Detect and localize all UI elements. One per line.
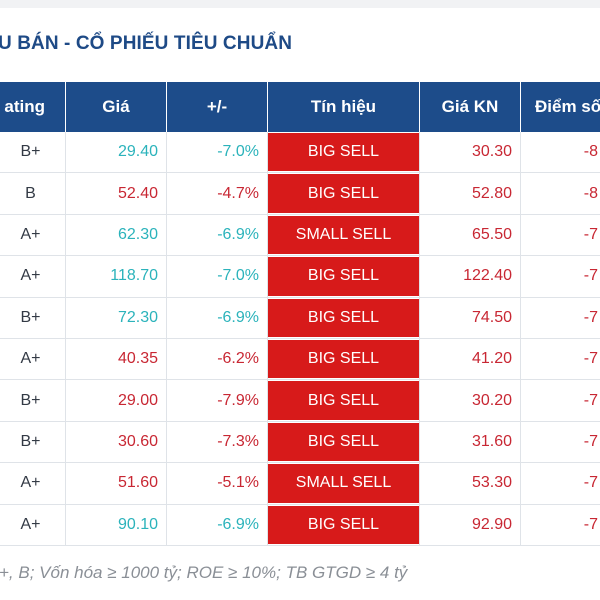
rating-cell: B+ bbox=[0, 297, 66, 338]
table-row[interactable]: B+ 30.60 -7.3% BIG SELL 31.60 -7 bbox=[0, 421, 600, 464]
signal-badge: BIG SELL bbox=[268, 505, 419, 544]
score-cell: -8 bbox=[583, 143, 598, 161]
signal-badge: SMALL SELL bbox=[268, 464, 419, 503]
price-cell: 52.40 bbox=[66, 173, 167, 214]
signal-cell: BIG SELL bbox=[268, 297, 420, 338]
resistance-cell: 31.60 bbox=[420, 421, 521, 463]
top-strip bbox=[0, 0, 600, 8]
resistance-cell: 41.20 bbox=[420, 338, 521, 380]
header-price[interactable]: Giá bbox=[66, 82, 167, 132]
price-cell: 29.40 bbox=[66, 132, 167, 173]
change-cell: -6.2% bbox=[167, 338, 268, 380]
change-cell: -6.9% bbox=[167, 214, 268, 256]
price-cell: 30.60 bbox=[66, 421, 167, 463]
score-cell: -7 bbox=[583, 432, 598, 450]
price-cell: 118.70 bbox=[66, 256, 167, 297]
change-cell: -7.0% bbox=[167, 256, 268, 297]
table-row[interactable]: B+ 29.40 -7.0% BIG SELL 30.30 -8 bbox=[0, 132, 600, 174]
price-cell: 29.00 bbox=[66, 380, 167, 421]
header-score[interactable]: Điểm số bbox=[535, 97, 600, 116]
resistance-cell: 74.50 bbox=[420, 297, 521, 338]
resistance-cell: 52.80 bbox=[420, 173, 521, 214]
price-cell: 51.60 bbox=[66, 463, 167, 504]
header-resistance-price[interactable]: Giá KN bbox=[420, 82, 521, 132]
rating-cell: A+ bbox=[0, 256, 66, 297]
table-row[interactable]: A+ 118.70 -7.0% BIG SELL 122.40 -7 bbox=[0, 256, 600, 298]
score-cell: -7 bbox=[583, 391, 598, 409]
score-cell: -8 bbox=[583, 184, 598, 202]
signal-badge: SMALL SELL bbox=[268, 215, 419, 255]
price-cell: 72.30 bbox=[66, 297, 167, 338]
resistance-cell: 92.90 bbox=[420, 504, 521, 545]
score-cell: -7 bbox=[583, 308, 598, 326]
table-row[interactable]: A+ 51.60 -5.1% SMALL SELL 53.30 -7 bbox=[0, 463, 600, 505]
signal-badge: BIG SELL bbox=[268, 339, 419, 379]
price-cell: 90.10 bbox=[66, 504, 167, 545]
signal-badge: BIG SELL bbox=[268, 422, 419, 462]
score-cell: -7 bbox=[583, 515, 598, 533]
signal-cell: BIG SELL bbox=[268, 173, 420, 214]
change-cell: -7.9% bbox=[167, 380, 268, 421]
change-cell: -6.9% bbox=[167, 297, 268, 338]
rating-cell: A+ bbox=[0, 463, 66, 504]
stock-table: ating Giá +/- Tín hiệu Giá KN Điểm số B+… bbox=[0, 82, 600, 546]
signal-cell: SMALL SELL bbox=[268, 463, 420, 504]
rating-cell: B+ bbox=[0, 380, 66, 421]
resistance-cell: 30.30 bbox=[420, 132, 521, 173]
table-row[interactable]: A+ 90.10 -6.9% BIG SELL 92.90 -7 bbox=[0, 504, 600, 546]
signal-badge: BIG SELL bbox=[268, 381, 419, 420]
header-change[interactable]: +/- bbox=[167, 82, 268, 132]
resistance-cell: 65.50 bbox=[420, 214, 521, 256]
rating-cell: A+ bbox=[0, 504, 66, 545]
table-body: B+ 29.40 -7.0% BIG SELL 30.30 -8 B 52.40 -4.7% B… bbox=[0, 132, 600, 546]
resistance-cell: 53.30 bbox=[420, 463, 521, 504]
signal-cell: BIG SELL bbox=[268, 504, 420, 545]
change-cell: -7.0% bbox=[167, 132, 268, 173]
score-cell: -7 bbox=[583, 225, 598, 243]
signal-cell: BIG SELL bbox=[268, 421, 420, 463]
table-row[interactable]: A+ 40.35 -6.2% BIG SELL 41.20 -7 bbox=[0, 338, 600, 381]
signal-cell: BIG SELL bbox=[268, 256, 420, 297]
signal-cell: BIG SELL bbox=[268, 380, 420, 421]
resistance-cell: 30.20 bbox=[420, 380, 521, 421]
rating-cell: B+ bbox=[0, 421, 66, 463]
score-cell: -7 bbox=[583, 267, 598, 285]
change-cell: -7.3% bbox=[167, 421, 268, 463]
resistance-cell: 122.40 bbox=[420, 256, 521, 297]
table-row[interactable]: B+ 29.00 -7.9% BIG SELL 30.20 -7 bbox=[0, 380, 600, 422]
price-cell: 40.35 bbox=[66, 338, 167, 380]
score-cell: -7 bbox=[583, 350, 598, 368]
rating-cell: A+ bbox=[0, 338, 66, 380]
header-signal[interactable]: Tín hiệu bbox=[268, 82, 420, 132]
table-row[interactable]: A+ 62.30 -6.9% SMALL SELL 65.50 -7 bbox=[0, 214, 600, 257]
signal-cell: SMALL SELL bbox=[268, 214, 420, 256]
change-cell: -4.7% bbox=[167, 173, 268, 214]
header-rating[interactable]: ating bbox=[0, 82, 66, 132]
signal-badge: BIG SELL bbox=[268, 257, 419, 296]
page-title: U BÁN - CỔ PHIẾU TIÊU CHUẨN bbox=[0, 33, 293, 54]
signal-badge: BIG SELL bbox=[268, 174, 419, 213]
table-row[interactable]: B 52.40 -4.7% BIG SELL 52.80 -8 bbox=[0, 173, 600, 215]
score-cell: -7 bbox=[583, 474, 598, 492]
rating-cell: B+ bbox=[0, 132, 66, 173]
table-row[interactable]: B+ 72.30 -6.9% BIG SELL 74.50 -7 bbox=[0, 297, 600, 339]
signal-cell: BIG SELL bbox=[268, 338, 420, 380]
change-cell: -6.9% bbox=[167, 504, 268, 545]
table-header: ating Giá +/- Tín hiệu Giá KN Điểm số bbox=[0, 82, 600, 132]
signal-cell: BIG SELL bbox=[268, 132, 420, 173]
rating-cell: B bbox=[0, 173, 66, 214]
signal-badge: BIG SELL bbox=[268, 133, 419, 172]
signal-badge: BIG SELL bbox=[268, 298, 419, 337]
price-cell: 62.30 bbox=[66, 214, 167, 256]
rating-cell: A+ bbox=[0, 214, 66, 256]
filter-criteria-note: +, B; Vốn hóa ≥ 1000 tỷ; ROE ≥ 10%; TB G… bbox=[0, 563, 408, 582]
change-cell: -5.1% bbox=[167, 463, 268, 504]
